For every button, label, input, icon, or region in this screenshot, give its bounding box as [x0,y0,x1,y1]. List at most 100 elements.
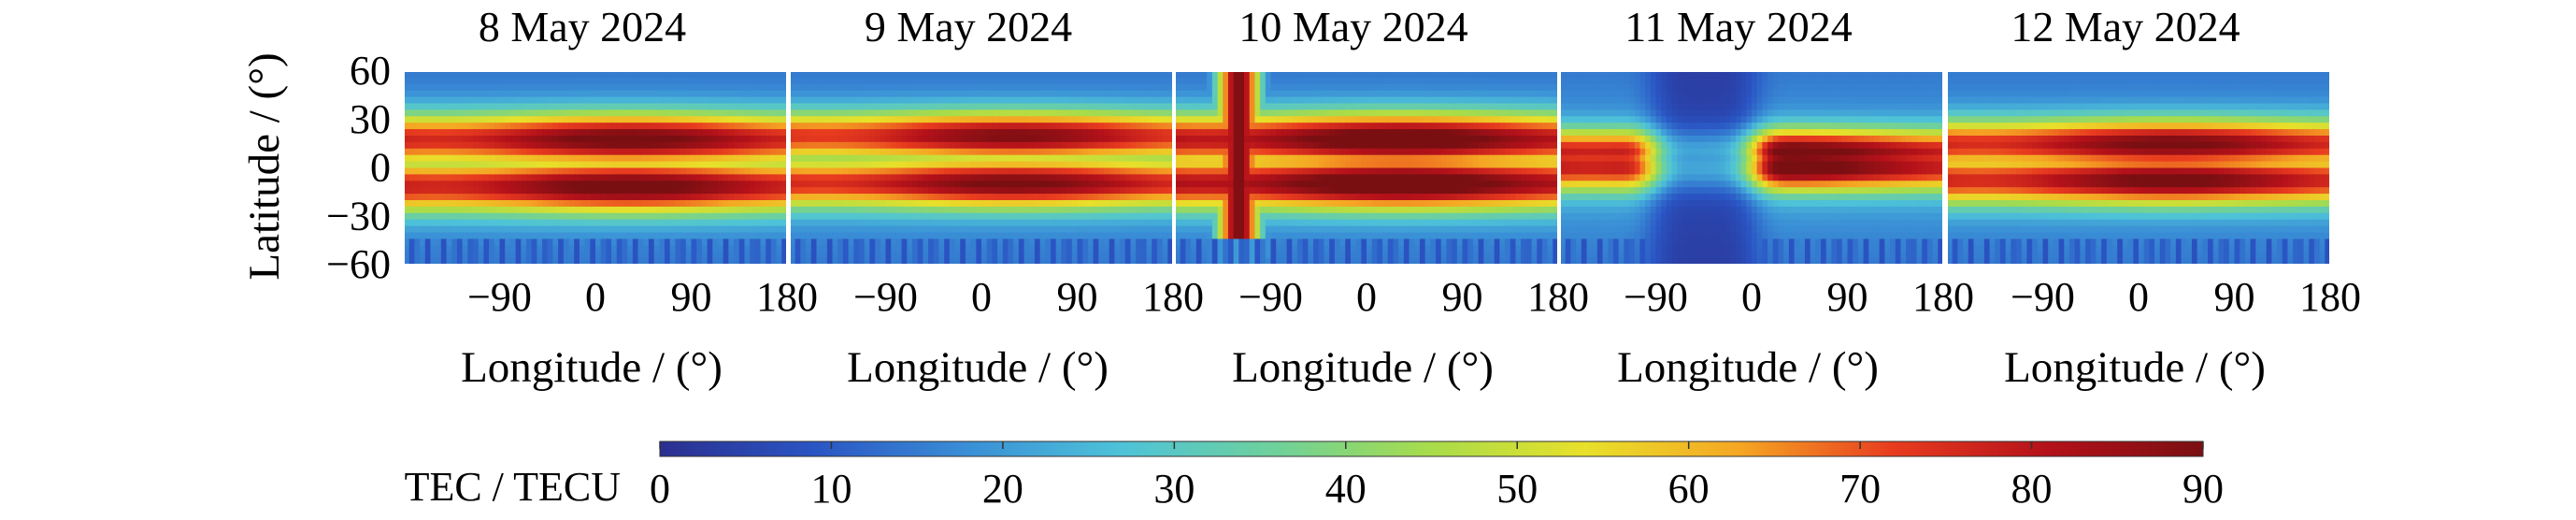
tec-cell [837,225,844,234]
tec-cell [414,77,421,85]
tec-cell [1156,225,1164,234]
tec-cell [723,141,729,150]
tec-cell [1494,116,1500,123]
tec-cell [723,109,729,117]
tec-cell [701,123,708,130]
tec-cell [579,109,586,117]
tec-cell [1302,90,1309,98]
tec-cell [637,212,644,221]
tec-cell [1541,90,1549,98]
tec-cell [853,245,860,253]
tec-cell [837,83,844,92]
tec-cell [891,232,897,239]
tec-cell [1034,141,1041,150]
tec-cell [521,232,527,239]
tec-cell [864,238,871,246]
tec-cell [1077,129,1083,137]
tec-cell [970,174,977,181]
tec-cell [790,238,796,246]
tec-cell [665,187,671,195]
tec-cell [521,206,527,214]
tec-cell [1156,212,1164,221]
tec-cell [848,252,854,259]
tec-cell [1018,200,1025,208]
tec-cell [738,194,746,201]
tec-cell [869,123,876,130]
tec-cell [738,200,746,208]
tec-cell [509,123,517,130]
tec-cell [933,154,940,163]
tec-cell [1195,103,1203,110]
tec-cell [440,148,448,156]
tec-cell [542,71,549,79]
tec-cell [1023,141,1030,150]
tec-cell [960,245,966,253]
tec-cell [574,194,580,201]
tec-cell [691,187,697,195]
tec-cell [981,136,988,143]
tec-cell [1018,187,1025,195]
tec-cell [643,238,650,246]
tec-cell [1013,83,1020,92]
tec-cell [981,123,988,130]
tec-cell [790,245,796,253]
tec-cell [637,187,644,195]
tec-cell [1136,136,1142,143]
tec-cell [938,258,945,266]
tec-cell [547,90,554,98]
tec-cell [1152,161,1158,169]
tec-cell [653,129,660,137]
tec-cell [408,219,415,227]
tec-cell [1419,116,1426,123]
tec-cell [574,129,580,137]
tec-cell [750,83,756,92]
tec-cell [944,187,951,195]
tec-cell [869,194,876,201]
tec-cell [770,161,778,169]
tec-cell [707,77,713,85]
tec-cell [1227,103,1235,110]
tec-cell [414,109,421,117]
tec-cell [648,141,655,150]
tec-cell [473,136,479,143]
tec-cell [810,232,818,239]
tec-cell [1120,200,1126,208]
tec-cell [837,96,844,105]
tec-cell [1061,187,1067,195]
tec-cell [1553,96,1559,105]
tec-cell [1045,154,1052,163]
tec-cell [928,232,935,239]
tec-cell [436,232,442,239]
tec-cell [826,71,834,79]
tec-cell [728,141,735,150]
tec-cell [859,148,866,156]
tec-cell [907,181,913,188]
tec-cell [842,258,850,266]
tec-cell [1103,219,1110,227]
tec-cell [1061,225,1067,234]
tec-cell [499,232,506,239]
tec-cell [938,181,945,188]
tec-cell [552,219,559,227]
tec-cell [1034,174,1041,181]
tec-cell [891,77,897,85]
tec-cell [499,252,506,259]
tec-cell [521,96,527,105]
tec-cell [938,109,945,117]
tec-cell [750,148,756,156]
tec-cell [685,161,693,169]
tec-cell [1093,181,1099,188]
tec-cell [794,154,801,163]
tec-cell [970,206,977,214]
tec-cell [885,219,892,227]
tec-cell [976,194,982,201]
tec-cell [938,129,945,137]
tec-cell [1525,123,1533,130]
tec-cell [440,167,448,175]
tec-cell [424,187,432,195]
tec-cell [675,129,681,137]
tec-cell [1553,123,1559,130]
tec-cell [1045,252,1052,259]
tec-cell [1350,109,1357,117]
tec-cell [1039,200,1046,208]
